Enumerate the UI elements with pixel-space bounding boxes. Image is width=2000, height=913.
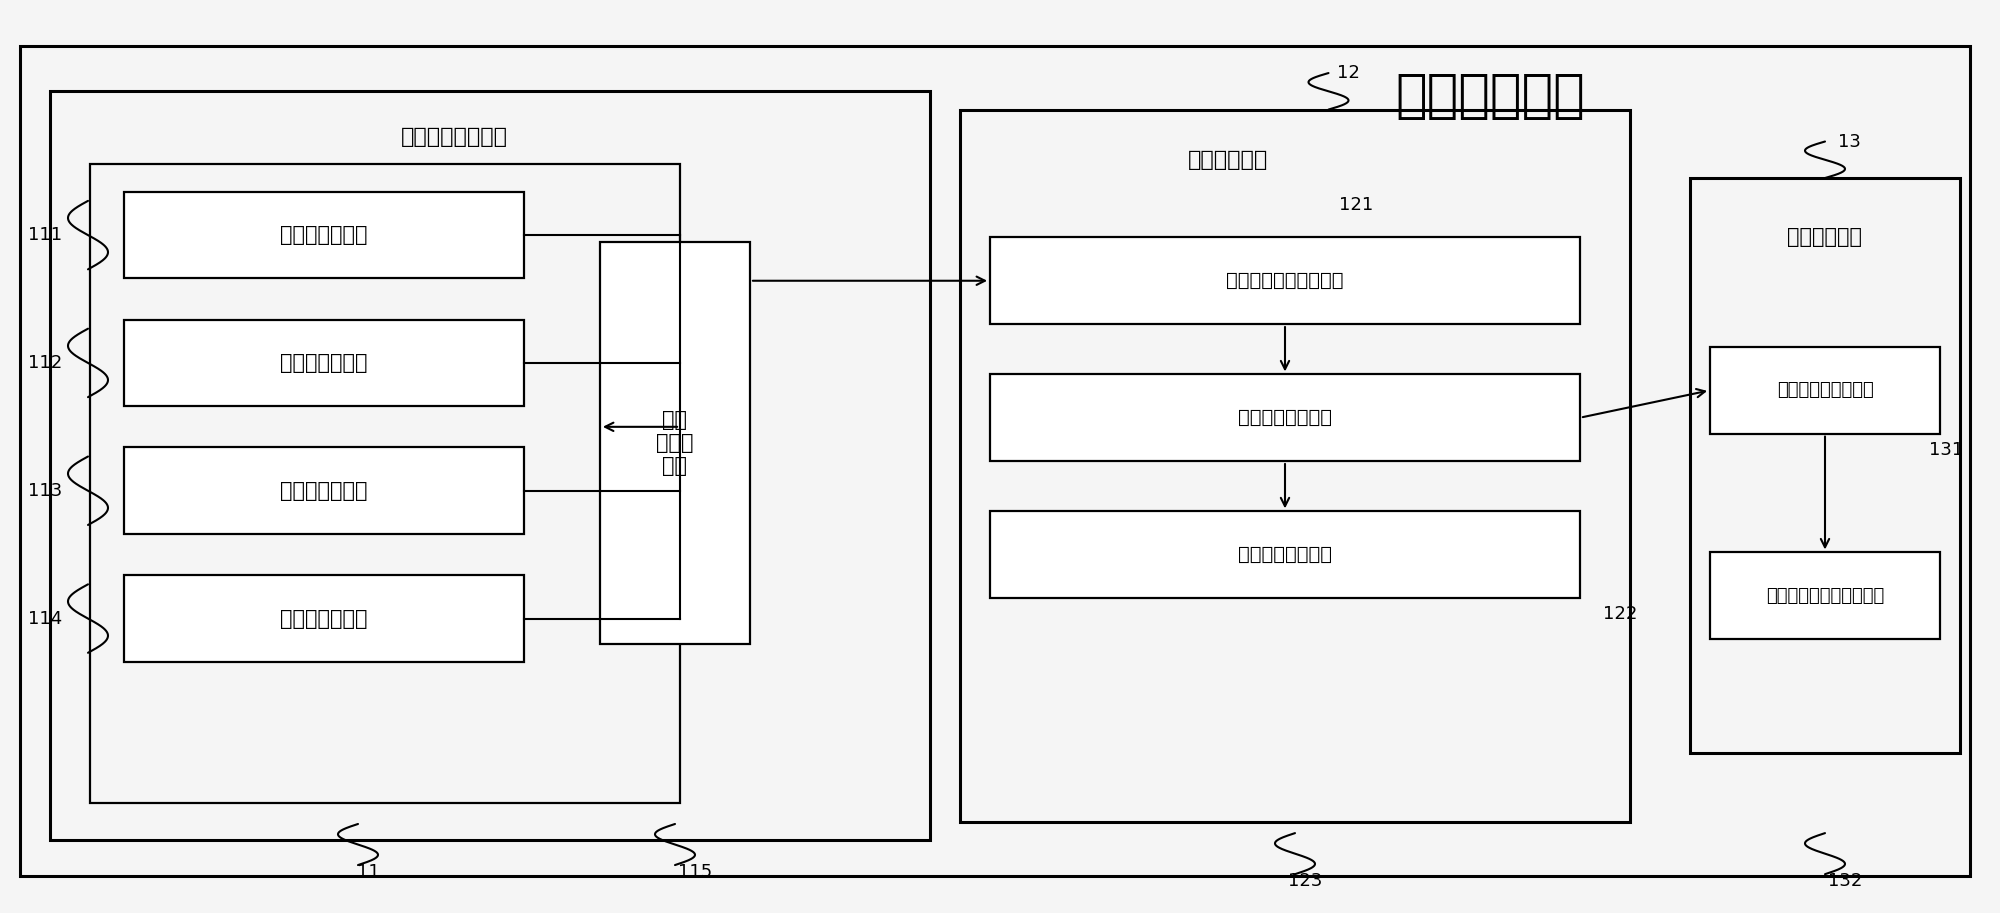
Text: 12: 12 — [1338, 64, 1360, 82]
Bar — [1690, 178, 1960, 753]
Text: 运行页维护子单元: 运行页维护子单元 — [1238, 408, 1332, 427]
Text: 电子手册模块: 电子手册模块 — [1396, 70, 1584, 121]
Bar — [124, 192, 524, 278]
Text: 112: 112 — [28, 354, 62, 372]
Bar — [990, 374, 1580, 461]
Text: 121: 121 — [1338, 196, 1372, 215]
Text: 13: 13 — [1838, 132, 1860, 151]
Text: 信息
分析子
单元: 信息 分析子 单元 — [656, 410, 694, 476]
Text: 教育信息子单元: 教育信息子单元 — [280, 481, 368, 500]
Text: 132: 132 — [1828, 872, 1862, 890]
Text: 附加页维护子单元: 附加页维护子单元 — [1238, 545, 1332, 564]
Bar — [1710, 552, 1940, 639]
Text: 综合信息平台单元: 综合信息平台单元 — [402, 127, 508, 147]
Text: 前端交互单元: 前端交互单元 — [1788, 227, 1862, 247]
Text: 122: 122 — [1602, 605, 1638, 624]
Text: 123: 123 — [1288, 872, 1322, 890]
Bar — [124, 575, 524, 662]
Text: 手册维护单元: 手册维护单元 — [1188, 150, 1268, 170]
Text: 131: 131 — [1928, 441, 1964, 459]
Bar — [600, 242, 750, 644]
Bar — [124, 447, 524, 534]
Text: 111: 111 — [28, 226, 62, 244]
Text: 安全信息子单元: 安全信息子单元 — [280, 609, 368, 628]
Text: 信息对比采集子单元: 信息对比采集子单元 — [1776, 382, 1874, 399]
Bar — [90, 164, 680, 803]
Text: 注意事项优先匹配子单元: 注意事项优先匹配子单元 — [1766, 587, 1884, 604]
Text: 114: 114 — [28, 610, 62, 627]
Text: 风险信息子单元: 风险信息子单元 — [280, 353, 368, 373]
Bar — [1710, 347, 1940, 434]
Bar — [990, 511, 1580, 598]
Bar — [960, 110, 1630, 822]
Text: 115: 115 — [678, 863, 712, 881]
Text: 注意事项页维护子单元: 注意事项页维护子单元 — [1226, 271, 1344, 290]
Text: 113: 113 — [28, 482, 62, 499]
Bar — [50, 91, 930, 840]
Bar — [990, 237, 1580, 324]
Text: 11: 11 — [356, 863, 380, 881]
Bar — [124, 320, 524, 406]
Text: 基本信息子单元: 基本信息子单元 — [280, 226, 368, 245]
